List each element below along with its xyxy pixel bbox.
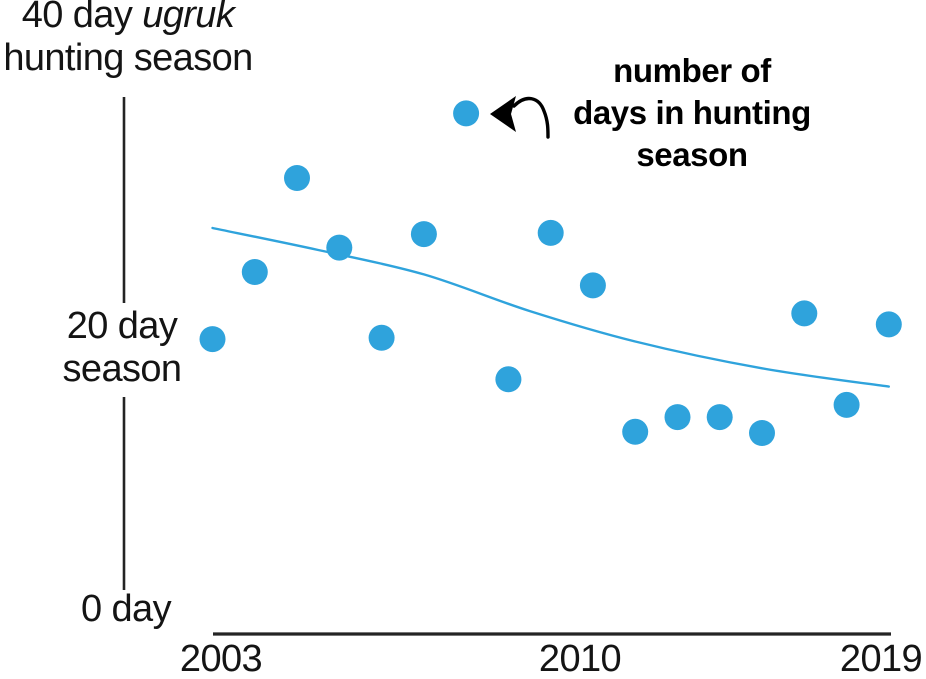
y-axis-label-20day: 20 day season bbox=[22, 305, 222, 391]
data-point-2013 bbox=[622, 418, 649, 445]
y-axis-label-0day: 0 day bbox=[81, 588, 172, 630]
data-point-2019 bbox=[875, 311, 902, 338]
trend-line bbox=[211, 226, 890, 388]
data-point-2015 bbox=[706, 404, 733, 431]
y-axis-label-40day-line1: 40 day ugruk bbox=[0, 0, 261, 37]
x-tick-2019: 2019 bbox=[839, 638, 923, 679]
x-tick-2010: 2010 bbox=[538, 638, 622, 679]
legend-line1: number of bbox=[613, 52, 771, 89]
y-axis-label-40day-line2: hunting season bbox=[3, 37, 253, 79]
data-point-2012 bbox=[579, 272, 606, 299]
data-point-2008 bbox=[410, 221, 437, 248]
y-axis-label-40day: 40 day ugruk hunting season bbox=[0, 0, 261, 80]
data-point-2007 bbox=[368, 324, 395, 351]
legend-line3: season bbox=[636, 136, 748, 173]
data-point-2014 bbox=[664, 404, 691, 431]
data-points bbox=[199, 100, 902, 446]
legend-annotation-text: number of days in hunting season bbox=[532, 50, 852, 176]
legend-line2: days in hunting bbox=[573, 94, 811, 131]
data-point-2011 bbox=[537, 219, 564, 246]
data-point-2003 bbox=[199, 326, 226, 353]
data-point-2017 bbox=[791, 300, 818, 327]
data-point-2010 bbox=[495, 366, 522, 393]
y-axis-label-40day-text: 40 day bbox=[21, 0, 143, 36]
data-point-2016 bbox=[749, 420, 775, 446]
y-axis-label-ugruk-italic: ugruk bbox=[142, 0, 235, 36]
data-point-2004 bbox=[241, 259, 268, 285]
data-point-2006 bbox=[326, 234, 353, 261]
data-point-2009 bbox=[453, 100, 480, 127]
y-axis-label-20day-line2: season bbox=[62, 348, 183, 390]
data-point-2005 bbox=[284, 165, 310, 191]
annotation-arrow-icon bbox=[490, 96, 550, 139]
y-axis-label-20day-line1: 20 day bbox=[66, 305, 178, 347]
x-tick-2003: 2003 bbox=[179, 638, 263, 679]
data-point-2018 bbox=[833, 391, 860, 418]
